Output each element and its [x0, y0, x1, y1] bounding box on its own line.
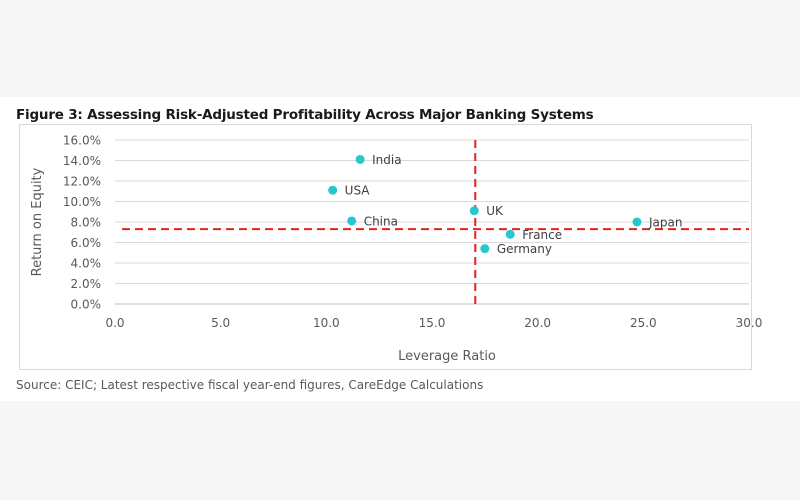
- data-point-marker: [347, 216, 357, 226]
- data-point-marker: [328, 185, 338, 195]
- data-point-label: China: [364, 214, 398, 228]
- y-tick-label: 16.0%: [63, 134, 101, 148]
- y-tick-label: 14.0%: [63, 154, 101, 168]
- x-tick-label: 10.0: [313, 316, 340, 330]
- data-point-marker: [469, 206, 479, 216]
- axes: 0.0% 2.0% 4.0% 6.0% 8.0% 10.0% 12.0% 14.0% 16.0%…: [63, 134, 762, 331]
- x-tick-label: 30.0: [736, 316, 763, 330]
- x-tick-label: 5.0: [211, 316, 230, 330]
- source-note: Source: CEIC; Latest respective fiscal y…: [16, 378, 484, 392]
- data-point-marker: [505, 229, 515, 239]
- y-tick-label: 2.0%: [71, 277, 102, 291]
- x-tick-label: 25.0: [630, 316, 657, 330]
- y-tick-label: 8.0%: [71, 216, 102, 230]
- y-tick-label: 4.0%: [71, 257, 102, 271]
- x-tick-label: 20.0: [524, 316, 551, 330]
- data-point-marker: [355, 154, 365, 164]
- data-point-label: Germany: [497, 242, 552, 256]
- y-tick-label: 6.0%: [71, 236, 102, 250]
- reference-lines: [122, 140, 749, 304]
- data-point-label: India: [372, 153, 401, 167]
- y-tick-label: 10.0%: [63, 195, 101, 209]
- x-axis-label: Leverage Ratio: [398, 349, 496, 364]
- data-point-marker: [632, 217, 642, 227]
- figure-title: Figure 3: Assessing Risk-Adjusted Profit…: [16, 107, 594, 123]
- x-tick-label: 0.0: [105, 316, 124, 330]
- chart-frame: [19, 124, 752, 370]
- data-point-label: USA: [345, 184, 371, 198]
- data-point-label: Japan: [648, 216, 682, 230]
- data-point-label: UK: [486, 204, 504, 218]
- y-tick-label: 0.0%: [71, 298, 102, 312]
- grid-lines: [115, 139, 749, 305]
- x-tick-label: 15.0: [419, 316, 446, 330]
- data-point-label: France: [522, 228, 562, 242]
- data-point-marker: [480, 244, 490, 254]
- y-tick-label: 12.0%: [63, 175, 101, 189]
- y-axis-label: Return on Equity: [30, 167, 45, 276]
